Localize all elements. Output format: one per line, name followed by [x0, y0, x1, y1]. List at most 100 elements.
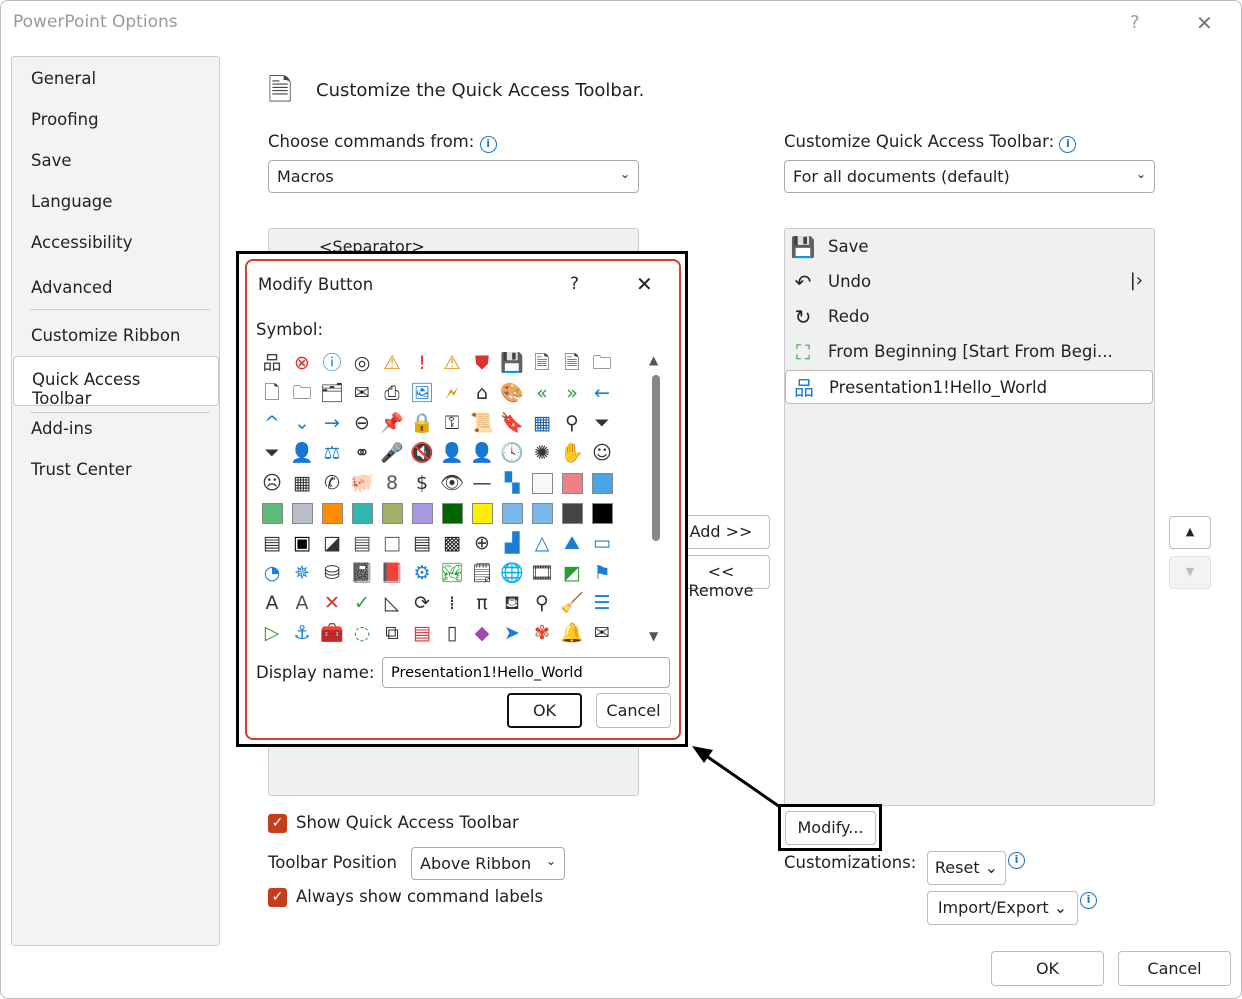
symbol-copy-icon[interactable]: ⧉	[385, 622, 399, 644]
symbol-folder-2-icon[interactable]: 🗀	[292, 382, 312, 404]
import-export-button[interactable]: Import/Export ⌄	[927, 891, 1078, 925]
nav-advanced[interactable]: Advanced	[31, 278, 113, 297]
symbol-quote-dollar-icon[interactable]: $	[415, 472, 429, 494]
nav-save[interactable]: Save	[31, 151, 72, 170]
symbol-lock-icon[interactable]: 🔒	[410, 412, 434, 434]
symbol-swatch-diagonal-icon[interactable]	[558, 499, 586, 527]
symbol-document-icon[interactable]: 🗋	[264, 382, 280, 404]
symbol-anchor-icon[interactable]: ⚓	[293, 622, 311, 644]
symbol-calculator-icon[interactable]: ▦	[293, 472, 311, 494]
symbol-pi-icon[interactable]: π	[476, 592, 488, 614]
move-down-button[interactable]: ▼	[1169, 556, 1211, 589]
add-button[interactable]: Add >>	[672, 515, 770, 549]
symbol-send-icon[interactable]: ➤	[504, 622, 520, 644]
qat-commands-list[interactable]: 💾 Save ↶ Undo |› ↻ Redo ⛶ From Beginning [Sta…	[784, 228, 1155, 806]
scroll-down-icon[interactable]: ▼	[649, 629, 659, 643]
nav-customize-ribbon[interactable]: Customize Ribbon	[31, 326, 181, 345]
symbol-key-icon[interactable]: ⚿	[444, 412, 460, 434]
symbol-printer-icon[interactable]: ⎙	[384, 382, 400, 404]
symbol-butterfly-icon[interactable]: ✾	[534, 622, 550, 644]
symbol-square-bold-icon[interactable]: ▣	[293, 532, 311, 554]
symbol-double-right-icon[interactable]: »	[566, 382, 578, 404]
symbol-smile-icon[interactable]: ☺	[592, 442, 612, 464]
symbol-piggy-bank-icon[interactable]: 🐖	[350, 472, 374, 494]
list-item-from-beginning[interactable]: ⛶ From Beginning [Start From Begi...	[785, 335, 1153, 369]
symbol-arrow-left-icon[interactable]: ←	[594, 382, 610, 404]
symbol-envelope-open-icon[interactable]: ✉	[594, 622, 610, 644]
symbol-bar-chart-icon[interactable]: ▟	[504, 532, 520, 554]
symbol-shield-icon[interactable]: ⛊	[474, 352, 490, 374]
symbol-check-mark-icon[interactable]: ✓	[354, 592, 370, 614]
symbol-swatch-yellow-icon[interactable]	[468, 499, 496, 527]
symbol-clock-icon[interactable]: 🕓	[500, 442, 524, 464]
symbol-scrollbar[interactable]: ▲ ▼	[647, 349, 665, 647]
symbol-warning-2-icon[interactable]: ⚠	[443, 352, 461, 374]
list-item-undo[interactable]: ↶ Undo |›	[785, 265, 1153, 299]
symbol-filter-2-icon[interactable]: ⏷	[264, 442, 280, 464]
list-item-save[interactable]: 💾 Save	[785, 230, 1153, 264]
symbol-book-red-icon[interactable]: 📕	[380, 562, 404, 584]
symbol-mountains-icon[interactable]: ⛰	[564, 532, 580, 554]
ok-button[interactable]: OK	[991, 951, 1104, 986]
symbol-broom-icon[interactable]: 🧹	[560, 592, 584, 614]
symbol-circle-left-icon[interactable]: ⊖	[354, 412, 370, 434]
symbol-x-mark-icon[interactable]: ✕	[324, 592, 340, 614]
dialog-ok-button[interactable]: OK	[507, 693, 582, 728]
symbol-swatch-olive-icon[interactable]	[378, 499, 406, 527]
symbol-swatch-orange-icon[interactable]	[318, 499, 346, 527]
symbol-warning-icon[interactable]: ⚠	[383, 352, 401, 374]
symbol-doc-arrow-icon[interactable]: 🗎	[534, 352, 550, 374]
symbol-binary-icon[interactable]: ⁞	[448, 592, 456, 614]
symbol-filter-icon[interactable]: ⏷	[594, 412, 610, 434]
symbol-dashed-film-icon[interactable]: 🎞	[529, 562, 555, 584]
symbol-circle-right-icon[interactable]: ⊕	[474, 532, 490, 554]
symbol-chevron-up-icon[interactable]: ^	[264, 412, 280, 434]
symbol-color-diagonal-icon[interactable]: ◩	[563, 562, 581, 584]
symbol-swatch-pink-icon[interactable]	[558, 469, 586, 497]
symbol-sparkle-icon[interactable]: ✺	[534, 442, 550, 464]
symbol-swatch-lightblue-icon[interactable]	[498, 499, 526, 527]
symbol-swatch-pattern-icon[interactable]	[528, 499, 556, 527]
symbol-phone-icon[interactable]: ✆	[324, 472, 340, 494]
symbol-gradient-dark-icon[interactable]: ▤	[263, 532, 281, 554]
symbol-eye-icon[interactable]: 👁	[439, 472, 465, 494]
list-item-hello-world[interactable]: 品 Presentation1!Hello_World	[785, 370, 1153, 404]
symbol-play-icon[interactable]: ▷	[264, 622, 280, 644]
cancel-button[interactable]: Cancel	[1118, 951, 1231, 986]
symbol-image-globe-icon[interactable]: 🌐	[500, 562, 524, 584]
symbol-triangle-ruler-icon[interactable]: ◺	[384, 592, 400, 614]
symbol-letter-a-box-icon[interactable]: A	[265, 592, 279, 614]
symbol-notebook-2-icon[interactable]: 🗒	[469, 562, 495, 584]
symbol-gradient-gray-icon[interactable]: ▤	[353, 532, 371, 554]
symbol-flags-icon[interactable]: ⚑	[593, 562, 611, 584]
symbol-swatch-white-icon[interactable]	[528, 469, 556, 497]
list-item-redo[interactable]: ↻ Redo	[785, 300, 1153, 334]
symbol-microphone-icon[interactable]: 🎤	[380, 442, 404, 464]
symbol-chevron-down-icon[interactable]: ⌄	[294, 412, 310, 434]
symbol-mute-icon[interactable]: 🔇	[410, 442, 434, 464]
symbol-eraser-icon[interactable]: ◆	[474, 622, 490, 644]
symbol-target-icon[interactable]: ◎	[353, 352, 371, 374]
symbol-palette-icon[interactable]: 🎨	[500, 382, 524, 404]
symbol-scroll-icon[interactable]: 📜	[470, 412, 494, 434]
symbol-list-alert-icon[interactable]: ▤	[413, 622, 431, 644]
help-button[interactable]: ?	[1130, 12, 1140, 33]
symbol-person-icon[interactable]: 👤	[470, 442, 494, 464]
nav-general[interactable]: General	[31, 69, 97, 88]
symbol-home-icon[interactable]: ⌂	[475, 382, 489, 404]
always-labels-checkbox[interactable]: ✓	[268, 888, 287, 907]
scrollbar-thumb[interactable]	[652, 375, 660, 541]
scroll-up-icon[interactable]: ▲	[649, 353, 659, 367]
symbol-pin-icon[interactable]: 📌	[380, 412, 404, 434]
choose-commands-dropdown[interactable]: Macros ⌄	[268, 160, 639, 193]
symbol-diagonal-square-icon[interactable]: ◪	[323, 532, 341, 554]
modify-button[interactable]: Modify...	[785, 811, 876, 845]
symbol-magnifier-2-icon[interactable]: ⚲	[535, 592, 549, 614]
symbol-dash-icon[interactable]: —	[472, 472, 492, 494]
symbol-picture-icon[interactable]: 🖼	[409, 382, 435, 404]
nav-add-ins[interactable]: Add-ins	[31, 419, 93, 438]
symbol-double-left-icon[interactable]: «	[536, 382, 548, 404]
nav-language[interactable]: Language	[31, 192, 113, 211]
symbol-swatch-lavender-icon[interactable]	[408, 499, 436, 527]
symbol-bell-icon[interactable]: 🔔	[560, 622, 584, 644]
